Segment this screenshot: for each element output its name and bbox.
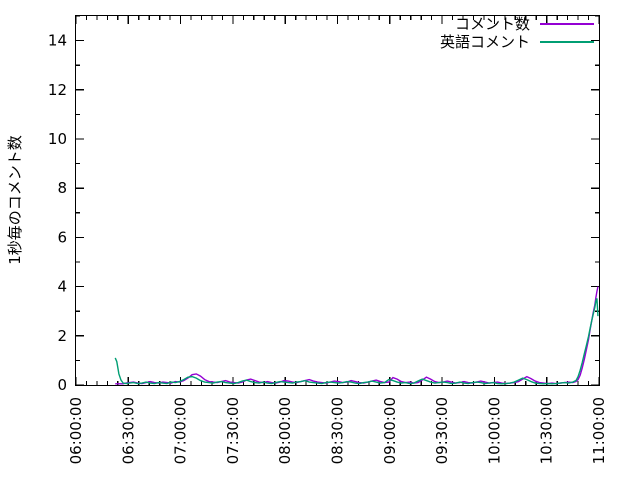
x-tick-label: 08:00:00 bbox=[276, 397, 294, 464]
y-tick-label: 14 bbox=[48, 32, 67, 50]
x-tick-label: 06:00:00 bbox=[67, 397, 85, 464]
y-tick-label: 8 bbox=[57, 179, 67, 197]
x-tick-label: 06:30:00 bbox=[119, 397, 137, 464]
y-tick-label: 10 bbox=[48, 130, 67, 148]
x-tick-label: 09:30:00 bbox=[433, 397, 451, 464]
y-tick-label: 6 bbox=[57, 228, 67, 246]
y-axis-ticks: 0 2 4 6 8 10 12 14 bbox=[48, 15, 599, 394]
x-tick-label: 07:30:00 bbox=[224, 397, 242, 464]
series-layer bbox=[114, 286, 599, 385]
y-tick-label: 0 bbox=[57, 376, 67, 394]
y-axis-title: 1秒毎のコメント数 bbox=[6, 135, 24, 265]
y-tick-label: 4 bbox=[57, 278, 67, 296]
x-tick-label: 07:00:00 bbox=[172, 397, 190, 464]
plot-frame bbox=[74, 14, 601, 387]
y-tick-label: 12 bbox=[48, 81, 67, 99]
legend-label-1: 英語コメント bbox=[440, 33, 530, 51]
x-tick-label: 08:30:00 bbox=[329, 397, 347, 464]
x-tick-label: 11:00:00 bbox=[590, 397, 608, 464]
x-axis-ticks: 06:00:00 06:30:00 07:00:00 07:30:00 08:00:00… bbox=[67, 16, 608, 464]
y-tick-label: 2 bbox=[57, 327, 67, 345]
x-tick-label: 10:00:00 bbox=[485, 397, 503, 464]
series-line-1 bbox=[114, 298, 599, 385]
legend-label-0: コメント数 bbox=[455, 15, 530, 33]
x-tick-label: 09:00:00 bbox=[381, 397, 399, 464]
x-tick-label: 10:30:00 bbox=[538, 397, 556, 464]
